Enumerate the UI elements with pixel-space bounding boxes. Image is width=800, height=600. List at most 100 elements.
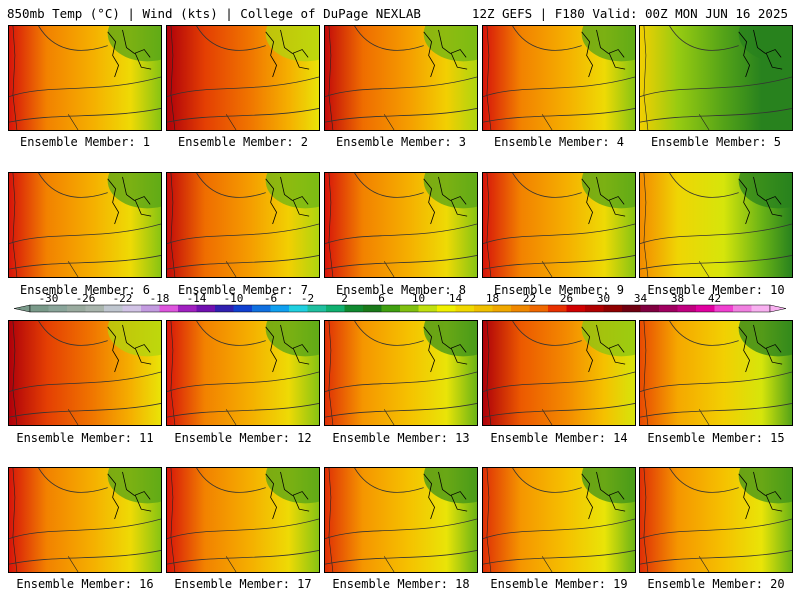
coast-outline — [328, 173, 395, 277]
height-contour — [483, 223, 635, 245]
height-contour — [640, 518, 792, 540]
coast-outline — [170, 468, 237, 572]
ensemble-member-label: Ensemble Member: 11 — [16, 431, 154, 445]
colorbar-swatch — [418, 305, 438, 312]
ensemble-member-label: Ensemble Member: 6 — [19, 283, 151, 297]
coast-outline — [643, 321, 710, 425]
colorbar-tick-label: 38 — [671, 293, 684, 305]
height-contour — [325, 223, 477, 245]
colorbar-swatch — [104, 305, 123, 312]
coast-outline — [170, 26, 237, 130]
colorbar-swatch — [363, 305, 382, 312]
ensemble-member-map — [8, 320, 162, 426]
great-lakes-outline — [265, 324, 310, 373]
colorbar-tick-label: -10 — [224, 293, 244, 305]
cool-region — [581, 321, 635, 357]
colorbar-swatch — [603, 305, 623, 312]
great-lakes-outline — [423, 176, 468, 225]
height-contour — [167, 550, 319, 565]
ensemble-member-label: Ensemble Member: 3 — [335, 135, 467, 149]
height-contour — [167, 518, 319, 540]
great-lakes-outline — [107, 176, 152, 225]
ensemble-member-map — [639, 172, 793, 278]
ensemble-member-label: Ensemble Member: 4 — [493, 135, 625, 149]
coast-outline — [486, 321, 553, 425]
height-contour — [483, 518, 635, 540]
height-contour — [640, 550, 792, 565]
colorbar-swatch — [159, 305, 179, 312]
colorbar-swatch — [344, 305, 364, 312]
height-contour — [483, 108, 635, 123]
colorbar-swatch — [696, 305, 715, 312]
great-lakes-outline — [265, 471, 310, 520]
colorbar-tick-label: -6 — [264, 293, 277, 305]
ensemble-member-map — [482, 467, 636, 573]
great-lakes-outline — [581, 176, 626, 225]
colorbar-swatch — [751, 305, 771, 312]
great-lakes-outline — [423, 471, 468, 520]
colorbar-tick-label: 10 — [412, 293, 425, 305]
coast-outline — [486, 173, 553, 277]
colorbar-swatch — [326, 305, 345, 312]
colorbar-tick-label: 14 — [449, 293, 463, 305]
colorbar-swatch — [659, 305, 678, 312]
ensemble-member-label: Ensemble Member: 17 — [174, 577, 312, 591]
height-contour — [512, 468, 582, 493]
ensemble-member-label: Ensemble Member: 7 — [177, 283, 309, 297]
height-contour — [38, 321, 108, 346]
ensemble-member-map — [324, 467, 478, 573]
colorbar-swatch — [252, 305, 271, 312]
great-lakes-outline — [738, 471, 783, 520]
cool-region — [265, 173, 319, 209]
ensemble-member-label: Ensemble Member: 1 — [19, 135, 151, 149]
colorbar-swatch — [566, 305, 586, 312]
ensemble-member-map — [639, 25, 793, 131]
colorbar-swatch — [233, 305, 253, 312]
ensemble-member-label: Ensemble Member: 13 — [332, 431, 470, 445]
colorbar-swatch — [270, 305, 290, 312]
ensemble-member-label: Ensemble Member: 10 — [647, 283, 785, 297]
header-title-right: 12Z GEFS | F180 Valid: 00Z MON JUN 16 20… — [471, 6, 788, 21]
height-contour — [167, 403, 319, 418]
colorbar-swatch — [85, 305, 105, 312]
cool-region — [581, 468, 635, 504]
colorbar-swatch — [215, 305, 234, 312]
height-contour — [325, 550, 477, 565]
height-contour — [196, 321, 266, 346]
ensemble-member-label: Ensemble Member: 20 — [647, 577, 785, 591]
colorbar-swatch — [714, 305, 734, 312]
colorbar-swatch — [677, 305, 697, 312]
colorbar-swatch — [492, 305, 512, 312]
great-lakes-outline — [107, 471, 152, 520]
great-lakes-outline — [265, 29, 310, 78]
ensemble-member-map — [166, 172, 320, 278]
cool-region — [423, 468, 477, 504]
colorbar-tick-label: 42 — [708, 293, 721, 305]
height-contour — [167, 255, 319, 270]
great-lakes-outline — [738, 29, 783, 78]
colorbar-swatch — [141, 305, 160, 312]
ensemble-member-map — [166, 467, 320, 573]
coast-outline — [328, 26, 395, 130]
height-contour — [325, 403, 477, 418]
height-contour — [640, 223, 792, 245]
ensemble-member-map — [8, 25, 162, 131]
height-contour — [167, 76, 319, 98]
height-contour — [640, 371, 792, 393]
colorbar-tick-label: 22 — [523, 293, 536, 305]
ensemble-member-map — [639, 320, 793, 426]
coast-outline — [170, 173, 237, 277]
height-contour — [9, 76, 161, 98]
great-lakes-outline — [265, 176, 310, 225]
ensemble-member-label: Ensemble Member: 5 — [650, 135, 782, 149]
cool-region — [107, 26, 161, 62]
coast-outline — [486, 468, 553, 572]
colorbar-swatch — [437, 305, 456, 312]
ensemble-member-map — [482, 320, 636, 426]
ensemble-member-label: Ensemble Member: 15 — [647, 431, 785, 445]
colorbar-swatch — [381, 305, 401, 312]
great-lakes-outline — [738, 176, 783, 225]
colorbar-swatch — [474, 305, 493, 312]
ensemble-member-map — [166, 25, 320, 131]
great-lakes-outline — [581, 471, 626, 520]
